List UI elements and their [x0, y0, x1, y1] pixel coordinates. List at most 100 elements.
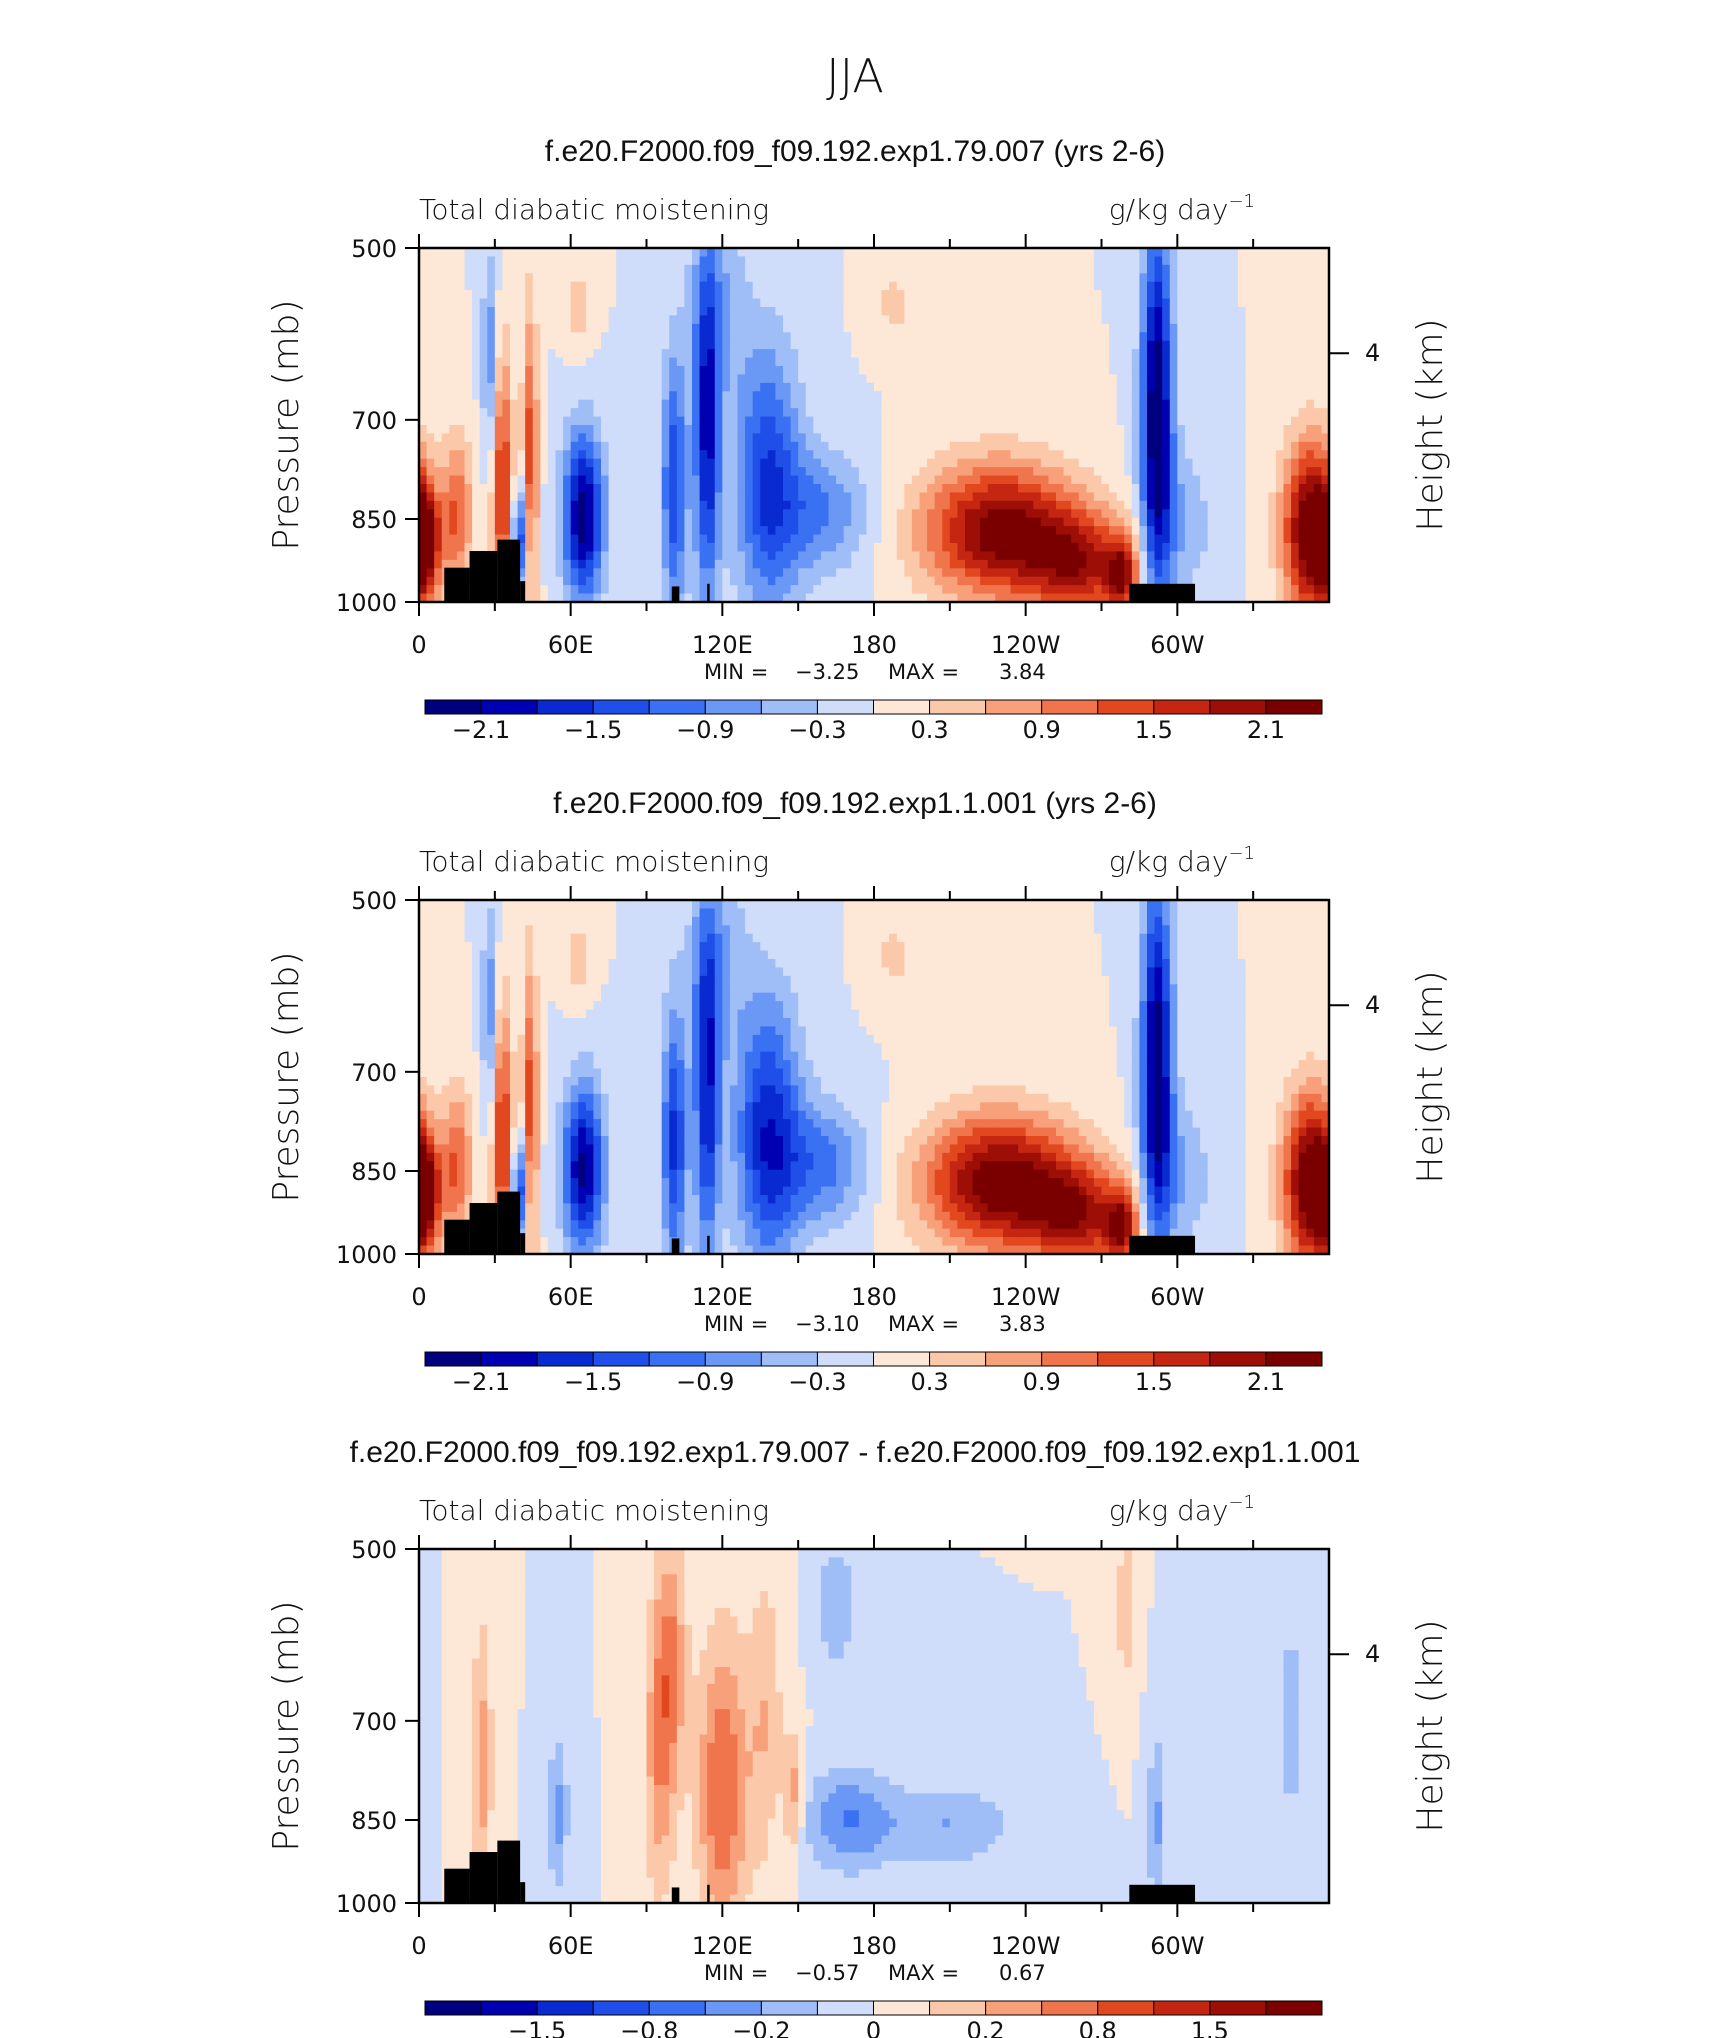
- field-cell: [578, 458, 587, 468]
- field-cell: [805, 543, 814, 553]
- field-cell: [1078, 450, 1087, 460]
- field-cell: [479, 492, 488, 502]
- field-cell: [881, 458, 890, 468]
- field-cell: [805, 399, 814, 409]
- field-cell: [608, 593, 617, 603]
- field-cell: [874, 281, 883, 291]
- field-cell: [1093, 568, 1103, 578]
- field-cell: [472, 264, 481, 274]
- field-cell: [1275, 425, 1285, 435]
- field-cell: [464, 551, 473, 561]
- field-cell: [889, 467, 898, 477]
- field-cell: [965, 332, 974, 342]
- field-cell: [1147, 399, 1156, 409]
- field-cell: [798, 433, 807, 443]
- field-cell: [881, 492, 890, 502]
- field-cell: [934, 408, 943, 418]
- field-cell: [1313, 484, 1323, 494]
- field-cell: [654, 357, 663, 367]
- field-cell: [790, 382, 799, 392]
- field-cell: [1086, 576, 1095, 586]
- field-cell: [1283, 517, 1292, 527]
- field-cell: [616, 484, 625, 494]
- field-cell: [1192, 500, 1201, 510]
- field-cell: [858, 543, 868, 553]
- field-cell: [745, 357, 754, 367]
- field-cell: [1056, 391, 1065, 401]
- field-cell: [601, 391, 610, 401]
- field-cell: [820, 416, 830, 426]
- field-cell: [1093, 298, 1103, 308]
- field-cell: [1313, 534, 1323, 544]
- field-cell: [1230, 433, 1239, 443]
- field-cell: [449, 458, 458, 468]
- field-cell: [767, 382, 777, 392]
- field-cell: [1093, 264, 1103, 274]
- field-cell: [942, 484, 951, 494]
- field-cell: [1184, 416, 1194, 426]
- field-cell: [1238, 425, 1247, 435]
- field-cell: [949, 374, 959, 384]
- field-cell: [1222, 509, 1232, 519]
- field-cell: [464, 399, 473, 409]
- field-cell: [820, 568, 830, 578]
- field-cell: [889, 374, 898, 384]
- field-cell: [1207, 315, 1216, 325]
- field-cell: [1215, 416, 1224, 426]
- field-cell: [760, 467, 769, 477]
- field-cell: [813, 492, 822, 502]
- field-cell: [980, 408, 989, 418]
- field-cell: [1078, 509, 1087, 519]
- field-cell: [494, 366, 504, 376]
- field-cell: [881, 273, 890, 283]
- field-cell: [1177, 551, 1186, 561]
- field-cell: [540, 340, 549, 350]
- field-cell: [729, 307, 739, 317]
- field-cell: [1298, 450, 1307, 460]
- field-cell: [449, 290, 458, 300]
- field-cell: [1200, 281, 1209, 291]
- field-cell: [767, 399, 777, 409]
- field-cell: [479, 248, 488, 258]
- field-cell: [487, 315, 496, 325]
- field-cell: [1116, 576, 1125, 586]
- field-cell: [942, 585, 951, 595]
- field-cell: [858, 593, 868, 603]
- field-cell: [745, 551, 754, 561]
- field-cell: [889, 576, 898, 586]
- field-cell: [578, 399, 587, 409]
- field-cell: [563, 349, 572, 359]
- field-cell: [578, 408, 587, 418]
- field-cell: [1018, 408, 1027, 418]
- field-cell: [919, 543, 928, 553]
- field-cell: [707, 467, 716, 477]
- field-cell: [889, 543, 898, 553]
- field-cell: [434, 441, 443, 451]
- field-cell: [949, 298, 959, 308]
- field-cell: [1253, 298, 1262, 308]
- field-cell: [1071, 298, 1080, 308]
- field-cell: [570, 391, 579, 401]
- field-cell: [646, 332, 655, 342]
- field-cell: [585, 559, 595, 569]
- field-cell: [760, 551, 769, 561]
- field-cell: [911, 307, 921, 317]
- field-cell: [631, 484, 640, 494]
- field-cell: [1056, 332, 1065, 342]
- field-cell: [820, 307, 830, 317]
- field-cell: [1040, 357, 1050, 367]
- field-cell: [669, 467, 678, 477]
- field-cell: [949, 500, 959, 510]
- field-cell: [540, 399, 549, 409]
- field-cell: [987, 374, 996, 384]
- field-cell: [934, 568, 943, 578]
- field-cell: [714, 298, 723, 308]
- field-cell: [836, 450, 845, 460]
- field-cell: [555, 256, 564, 266]
- field-cell: [820, 593, 830, 603]
- field-cell: [1321, 357, 1330, 367]
- field-cell: [570, 366, 579, 376]
- field-cell: [1109, 475, 1118, 485]
- field-cell: [1253, 576, 1262, 586]
- field-cell: [585, 450, 595, 460]
